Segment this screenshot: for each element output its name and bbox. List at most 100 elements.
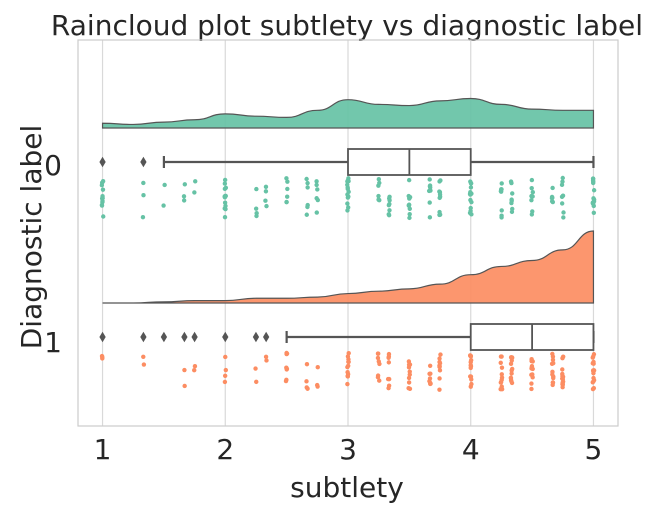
rain-point-0 <box>438 178 443 183</box>
rain-point-0 <box>314 179 319 184</box>
rain-point-0 <box>376 197 381 202</box>
rain-point-0 <box>407 211 412 217</box>
rain-point-1 <box>386 351 392 357</box>
rain-point-1 <box>437 363 442 368</box>
rain-point-1 <box>468 384 473 389</box>
rain-point-1 <box>375 373 381 378</box>
rain-point-0 <box>530 190 536 195</box>
x-tick-label: 5 <box>585 433 603 466</box>
rain-point-1 <box>550 351 555 357</box>
rain-point-1 <box>560 373 565 379</box>
rain-point-0 <box>222 181 228 186</box>
rain-point-1 <box>508 361 514 367</box>
rain-point-0 <box>550 185 555 191</box>
rain-point-0 <box>193 179 198 184</box>
rain-point-0 <box>345 201 350 206</box>
rain-point-0 <box>100 179 106 184</box>
y-tick-label-0: 0 <box>44 149 62 182</box>
rain-point-1 <box>590 354 596 359</box>
rain-point-1 <box>437 356 442 361</box>
rain-point-1 <box>438 352 443 357</box>
rain-point-0 <box>305 180 310 186</box>
rain-point-1 <box>508 375 514 380</box>
x-tick-label: 2 <box>216 433 234 466</box>
rain-point-0 <box>591 210 597 215</box>
rain-point-0 <box>182 182 188 187</box>
x-tick-label: 3 <box>339 433 357 466</box>
density-cloud-1 <box>102 230 595 304</box>
rain-point-0 <box>549 195 555 201</box>
outlier-point-1 <box>252 331 260 343</box>
rain-point-1 <box>550 382 555 388</box>
rain-point-1 <box>427 371 432 376</box>
rain-point-1 <box>467 353 473 358</box>
rain-point-0 <box>345 182 350 187</box>
rain-point-0 <box>99 183 105 188</box>
rain-point-1 <box>591 375 596 381</box>
rain-point-1 <box>591 379 596 384</box>
rain-point-0 <box>141 180 146 186</box>
rain-point-1 <box>550 357 556 363</box>
chart-title: Raincloud plot subtlety vs diagnostic la… <box>51 9 643 42</box>
rain-point-1 <box>509 366 515 372</box>
y-tick-label-1: 1 <box>44 326 62 359</box>
rain-point-0 <box>222 186 228 192</box>
rain-point-0 <box>263 184 269 190</box>
outlier-point-1 <box>181 331 188 343</box>
rain-point-0 <box>561 215 566 220</box>
rain-point-0 <box>428 188 433 193</box>
rain-point-0 <box>529 185 534 191</box>
rain-point-0 <box>499 181 504 186</box>
rain-point-0 <box>222 194 228 199</box>
rain-point-0 <box>140 214 146 220</box>
rain-point-1 <box>345 370 350 375</box>
rain-point-1 <box>498 360 503 365</box>
plot-frame <box>77 39 619 427</box>
rain-point-1 <box>499 386 505 392</box>
rain-point-0 <box>181 194 187 199</box>
rain-point-1 <box>264 358 269 363</box>
rain-point-1 <box>345 374 351 379</box>
rain-point-0 <box>499 215 504 220</box>
rain-point-0 <box>314 196 319 201</box>
rain-point-0 <box>387 208 392 213</box>
rain-point-1 <box>428 381 433 387</box>
rain-point-0 <box>284 176 289 181</box>
rain-point-0 <box>284 199 289 205</box>
rain-point-0 <box>222 177 228 183</box>
rain-point-1 <box>386 360 392 365</box>
rain-point-0 <box>345 179 350 184</box>
rain-point-0 <box>437 194 443 199</box>
rain-point-0 <box>305 202 310 208</box>
rain-point-0 <box>437 212 442 218</box>
rain-point-1 <box>591 370 596 376</box>
rain-point-0 <box>377 180 382 186</box>
rain-point-1 <box>550 372 555 377</box>
rain-point-0 <box>285 186 290 192</box>
rain-point-0 <box>561 210 566 215</box>
rain-point-0 <box>376 177 382 182</box>
rain-point-1 <box>223 367 229 373</box>
rain-point-0 <box>100 198 105 204</box>
rain-point-0 <box>99 203 105 208</box>
rain-point-1 <box>223 354 228 360</box>
rain-point-1 <box>530 366 535 372</box>
rain-point-0 <box>100 187 106 192</box>
rain-point-1 <box>141 354 146 359</box>
rain-point-0 <box>285 179 290 184</box>
rain-point-1 <box>263 354 269 360</box>
rain-point-0 <box>509 197 514 202</box>
rain-point-0 <box>559 182 565 188</box>
rain-point-1 <box>560 381 565 386</box>
rain-point-0 <box>101 214 106 219</box>
rain-point-0 <box>529 197 534 203</box>
rain-point-1 <box>284 351 290 356</box>
rain-point-0 <box>591 203 596 209</box>
rain-point-0 <box>591 188 597 193</box>
rain-point-1 <box>304 385 309 390</box>
rain-point-1 <box>498 354 504 359</box>
rain-point-1 <box>437 376 442 381</box>
rain-point-1 <box>509 371 514 376</box>
